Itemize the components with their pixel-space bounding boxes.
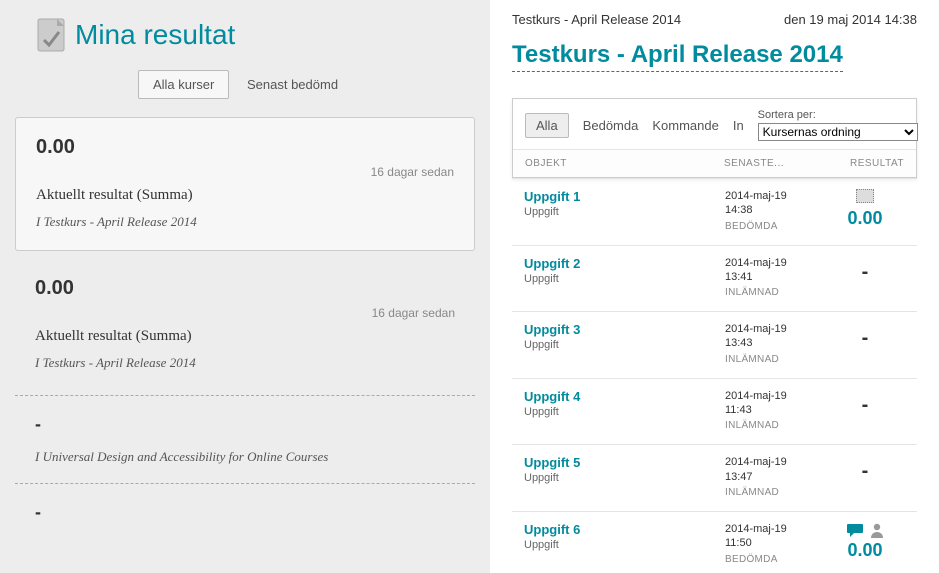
- item-type: Uppgift: [524, 339, 725, 351]
- sort-area: Sortera per: Kursernas ordning: [758, 109, 918, 141]
- item-type: Uppgift: [524, 472, 725, 484]
- item-title[interactable]: Uppgift 5: [524, 455, 725, 470]
- item-type: Uppgift: [524, 539, 725, 551]
- list-item: Uppgift 3 Uppgift2014-maj-1913:43 INLÄMNAD…: [512, 311, 917, 378]
- result-score: 0.00: [825, 208, 905, 229]
- list-item: Uppgift 2 Uppgift2014-maj-1913:41INLÄMNAD…: [512, 245, 917, 312]
- column-headers: OBJEKT SENASTE... RESULTAT: [513, 150, 916, 177]
- col-latest: SENASTE...: [724, 158, 824, 169]
- time-ago: 16 dagar sedan: [371, 165, 454, 179]
- page-title-row: Mina resultat: [37, 18, 475, 52]
- item-date: 2014-maj-1913:43: [725, 322, 825, 351]
- filter-graded[interactable]: Bedömda: [583, 118, 639, 133]
- course-name: I Universal Design and Accessibility for…: [35, 449, 455, 465]
- result-card-1[interactable]: 0.00 16 dagar sedan Aktuellt resultat (S…: [15, 117, 475, 251]
- result-score: 0.00: [825, 540, 905, 561]
- filter-row: Alla Bedömda Kommande In Sortera per: Ku…: [513, 99, 916, 150]
- timestamp: den 19 maj 2014 14:38: [784, 12, 917, 27]
- result-block-3[interactable]: - I Universal Design and Accessibility f…: [15, 400, 475, 479]
- item-title[interactable]: Uppgift 2: [524, 256, 725, 271]
- left-tabs: Alla kurser Senast bedömd: [15, 70, 475, 99]
- course-name: I Testkurs - April Release 2014: [36, 214, 454, 230]
- item-status: BEDÖMDA: [725, 553, 825, 566]
- filter-all[interactable]: Alla: [525, 113, 569, 138]
- breadcrumb-row: Testkurs - April Release 2014 den 19 maj…: [512, 12, 917, 27]
- result-label: Aktuellt resultat (Summa): [35, 328, 455, 345]
- score-value: 0.00: [36, 136, 454, 159]
- right-panel: Testkurs - April Release 2014 den 19 maj…: [490, 0, 939, 573]
- item-date: 2014-maj-1913:41: [725, 256, 825, 285]
- list-item: Uppgift 4 Uppgift2014-maj-1911:43INLÄMNAD…: [512, 378, 917, 445]
- col-object: OBJEKT: [525, 158, 724, 169]
- item-type: Uppgift: [524, 273, 725, 285]
- item-status: INLÄMNAD: [725, 486, 825, 499]
- item-date: 2014-maj-1913:47: [725, 455, 825, 484]
- item-type: Uppgift: [524, 206, 725, 218]
- filter-submitted[interactable]: In: [733, 118, 744, 133]
- result-dash: -: [825, 328, 905, 348]
- item-date: 2014-maj-1914:38: [725, 189, 825, 218]
- item-title[interactable]: Uppgift 3: [524, 322, 725, 337]
- course-name: I Testkurs - April Release 2014: [35, 355, 455, 371]
- divider: [15, 483, 475, 484]
- item-type: Uppgift: [524, 406, 725, 418]
- divider: [15, 395, 475, 396]
- result-dash: -: [825, 262, 905, 282]
- result-dash: -: [825, 461, 905, 481]
- item-title[interactable]: Uppgift 1: [524, 189, 725, 204]
- sort-label: Sortera per:: [758, 109, 918, 121]
- list-item: Uppgift 1 Uppgift2014-maj-1914:38 BEDÖMDA0…: [512, 178, 917, 245]
- score-value: -: [35, 502, 455, 523]
- item-status: INLÄMNAD: [725, 286, 825, 299]
- time-ago: 16 dagar sedan: [372, 306, 455, 320]
- course-heading[interactable]: Testkurs - April Release 2014: [512, 41, 843, 72]
- breadcrumb: Testkurs - April Release 2014: [512, 12, 681, 27]
- filter-upcoming[interactable]: Kommande: [652, 118, 718, 133]
- item-date: 2014-maj-1911:50: [725, 522, 825, 551]
- list-item: Uppgift 6 Uppgift2014-maj-1911:50 BEDÖMDA0…: [512, 511, 917, 573]
- result-label: Aktuellt resultat (Summa): [36, 187, 454, 204]
- item-status: INLÄMNAD: [725, 419, 825, 432]
- item-status: INLÄMNAD: [725, 353, 825, 366]
- list-item: Uppgift 5 Uppgift2014-maj-1913:47 INLÄMNAD…: [512, 444, 917, 511]
- item-title[interactable]: Uppgift 4: [524, 389, 725, 404]
- col-result: RESULTAT: [824, 158, 904, 169]
- result-block-4[interactable]: -: [15, 488, 475, 537]
- comment-icon[interactable]: [846, 522, 864, 538]
- left-panel: Mina resultat Alla kurser Senast bedömd …: [0, 0, 490, 573]
- item-status: BEDÖMDA: [725, 220, 825, 233]
- tab-recent-graded[interactable]: Senast bedömd: [233, 71, 352, 98]
- sort-select[interactable]: Kursernas ordning: [758, 123, 918, 141]
- item-date: 2014-maj-1911:43: [725, 389, 825, 418]
- item-title[interactable]: Uppgift 6: [524, 522, 725, 537]
- placeholder-icon: [856, 189, 874, 203]
- score-value: 0.00: [35, 277, 455, 300]
- page-title: Mina resultat: [75, 19, 235, 51]
- result-dash: -: [825, 395, 905, 415]
- results-icon: [37, 18, 65, 52]
- result-cell: 0.00: [825, 189, 905, 229]
- items-list: Uppgift 1Uppgift2014-maj-1914:38BEDÖMDA0…: [512, 178, 917, 573]
- score-value: -: [35, 414, 455, 435]
- user-icon[interactable]: [870, 522, 884, 538]
- filter-box: Alla Bedömda Kommande In Sortera per: Ku…: [512, 98, 917, 178]
- result-block-2[interactable]: 0.00 16 dagar sedan Aktuellt resultat (S…: [15, 259, 475, 391]
- tab-all-courses[interactable]: Alla kurser: [138, 70, 229, 99]
- result-cell: 0.00: [825, 522, 905, 561]
